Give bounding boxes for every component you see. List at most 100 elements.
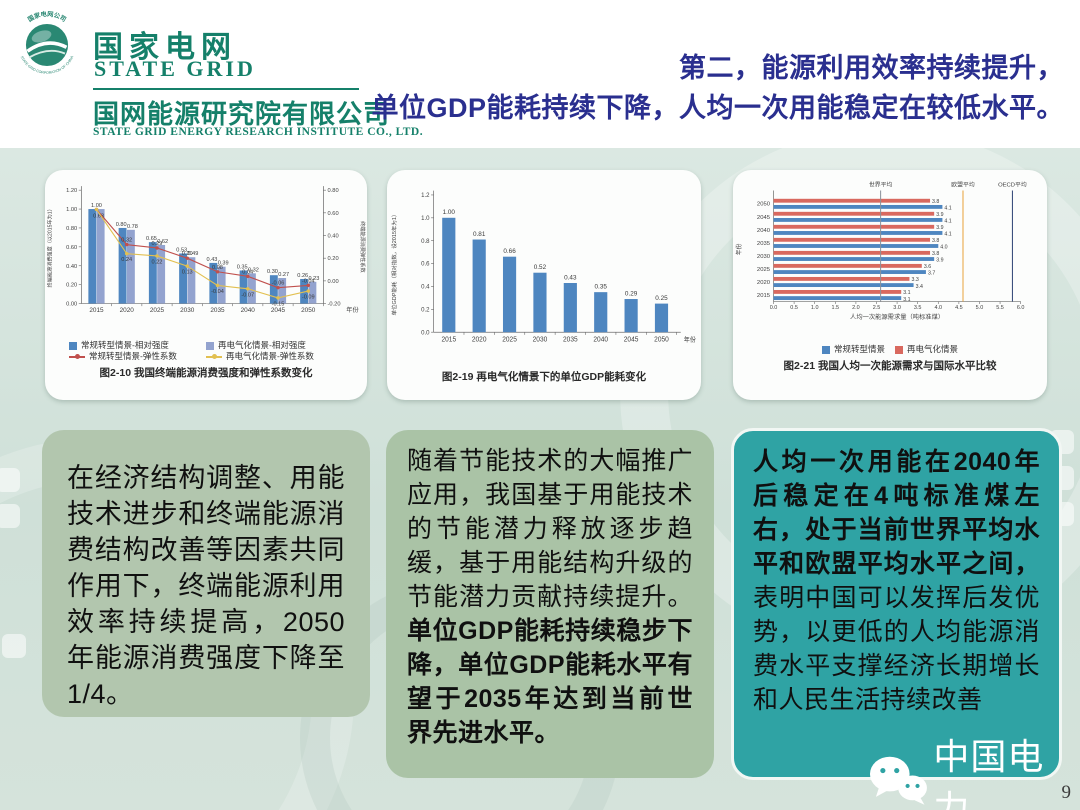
svg-text:0.24: 0.24 — [121, 257, 132, 263]
svg-text:2015: 2015 — [89, 307, 104, 314]
svg-text:-0.15: -0.15 — [272, 302, 285, 308]
svg-text:2015: 2015 — [757, 293, 770, 299]
chart3-legend: 常规转型情景 再电气化情景 — [733, 344, 1047, 355]
institute-cn-name: 国网能源研究院有限公司 — [93, 99, 391, 129]
svg-text:1.20: 1.20 — [66, 188, 77, 194]
svg-text:5.0: 5.0 — [976, 305, 984, 311]
svg-text:-0.09: -0.09 — [302, 295, 315, 301]
svg-text:0.66: 0.66 — [503, 248, 516, 255]
legend-item: 再电气化情景 — [895, 344, 958, 355]
svg-text:2035: 2035 — [210, 307, 225, 314]
chart1-caption: 图2-10 我国终端能源消费强度和弹性系数变化 — [99, 367, 313, 379]
svg-text:-0.07: -0.07 — [241, 292, 254, 298]
svg-text:3.6: 3.6 — [924, 264, 931, 270]
svg-text:0.29: 0.29 — [625, 290, 638, 297]
svg-text:0.0: 0.0 — [421, 329, 430, 336]
svg-text:0.53: 0.53 — [176, 247, 187, 253]
summary-box-gdp-energy: 随着节能技术的大幅推广应用，我国基于用能技术的节能潜力释放逐步趋缓，基于用能结构… — [386, 430, 714, 778]
chart-panel-gdp-intensity: 0.0 0.2 0.4 0.6 0.8 1.0 1.2 2015 2020 2025 2030 203… — [387, 170, 701, 400]
svg-text:3.8: 3.8 — [932, 199, 939, 205]
svg-text:2020: 2020 — [120, 307, 135, 314]
svg-text:0.52: 0.52 — [534, 264, 547, 271]
svg-text:2025: 2025 — [150, 307, 165, 314]
svg-text:0.81: 0.81 — [473, 231, 486, 238]
svg-text:终端能源消费强度（以2015年为1）: 终端能源消费强度（以2015年为1） — [46, 206, 54, 287]
chart3-caption: 图2-21 我国人均一次能源需求与国际水平比较 — [783, 360, 997, 372]
svg-text:0.8: 0.8 — [421, 238, 430, 245]
svg-text:0.35: 0.35 — [237, 265, 248, 271]
svg-text:0.40: 0.40 — [66, 264, 77, 270]
svg-text:2025: 2025 — [502, 337, 517, 344]
logo-cn-name: 国家电网 — [93, 31, 237, 64]
svg-text:2040: 2040 — [757, 228, 770, 234]
svg-text:0.2: 0.2 — [421, 306, 430, 313]
svg-text:0.22: 0.22 — [152, 260, 163, 266]
svg-text:0.80: 0.80 — [66, 226, 77, 232]
svg-text:年份: 年份 — [684, 336, 697, 344]
svg-text:0.5: 0.5 — [790, 305, 798, 311]
svg-text:国家电网公司: 国家电网公司 — [26, 10, 67, 24]
svg-text:0.0: 0.0 — [770, 305, 778, 311]
svg-text:3.1: 3.1 — [903, 297, 910, 303]
svg-text:0.65: 0.65 — [146, 236, 157, 242]
svg-text:1.00: 1.00 — [91, 203, 102, 209]
svg-text:5.5: 5.5 — [996, 305, 1004, 311]
svg-text:1.00: 1.00 — [66, 207, 77, 213]
svg-text:单位GDP能耗（相对指数，设2015年为1）: 单位GDP能耗（相对指数，设2015年为1） — [390, 212, 398, 316]
svg-text:2050: 2050 — [301, 307, 316, 314]
svg-text:4.1: 4.1 — [944, 232, 951, 238]
svg-text:3.9: 3.9 — [936, 212, 943, 218]
decor-square — [2, 634, 26, 658]
svg-text:0.80: 0.80 — [116, 222, 127, 228]
svg-text:3.8: 3.8 — [932, 251, 939, 257]
svg-text:0.08: 0.08 — [212, 265, 223, 271]
wechat-watermark: 中国电力 — [868, 728, 1080, 810]
svg-text:0.20: 0.20 — [66, 283, 77, 289]
svg-text:0.43: 0.43 — [207, 257, 218, 263]
box3-text-normal: 表明中国可以发挥后发优势，以更低的人均能源消费水平支撑经济长期增长和人民生活持续… — [753, 584, 1040, 714]
svg-text:2030: 2030 — [533, 337, 548, 344]
chart2-caption: 图2-19 再电气化情景下的单位GDP能耗变化 — [441, 371, 647, 383]
svg-text:1.5: 1.5 — [832, 305, 840, 311]
svg-text:3.9: 3.9 — [936, 225, 943, 231]
svg-text:1.00: 1.00 — [443, 209, 456, 216]
slide-title-line2: 单位GDP能耗持续下降，人均一次用能稳定在较低水平。 — [371, 93, 1064, 123]
svg-text:4.1: 4.1 — [944, 206, 951, 212]
svg-text:0.49: 0.49 — [188, 251, 199, 257]
svg-text:-0.04: -0.04 — [211, 289, 224, 295]
header: 国家电网公司 STATE GRID CORPORATION OF CHINA 国… — [0, 0, 1080, 148]
svg-text:0.78: 0.78 — [127, 224, 138, 230]
institute-en-name: STATE GRID ENERGY RESEARCH INSTITUTE CO.… — [93, 126, 424, 138]
svg-text:2045: 2045 — [271, 307, 286, 314]
svg-text:4.0: 4.0 — [934, 305, 942, 311]
svg-text:3.0: 3.0 — [893, 305, 901, 311]
svg-text:2030: 2030 — [180, 307, 195, 314]
svg-text:0.20: 0.20 — [182, 251, 193, 257]
decor-square — [0, 504, 20, 528]
svg-text:6.0: 6.0 — [1017, 305, 1025, 311]
svg-text:2045: 2045 — [624, 337, 639, 344]
svg-text:0.30: 0.30 — [267, 269, 278, 275]
svg-text:0.29: 0.29 — [152, 241, 163, 247]
svg-text:OECD平均: OECD平均 — [998, 181, 1027, 189]
chart-per-capita-energy: 0.0 0.5 1.0 1.5 2.0 2.5 3.0 3.5 4.0 4.5 5.0 5.5 6.0 2… — [735, 181, 1027, 321]
svg-text:2050: 2050 — [757, 202, 770, 208]
svg-text:0.60: 0.60 — [328, 211, 339, 217]
svg-text:0.26: 0.26 — [297, 273, 308, 279]
svg-text:2.5: 2.5 — [873, 305, 881, 311]
svg-text:3.8: 3.8 — [932, 238, 939, 244]
svg-text:0.6: 0.6 — [421, 261, 430, 268]
chart-intensity-elasticity: 0.00 0.20 0.40 0.60 0.80 1.00 1.20 -0.20 0.00 0.2… — [46, 186, 367, 314]
svg-text:年份: 年份 — [735, 244, 743, 256]
svg-text:0.35: 0.35 — [595, 283, 608, 290]
svg-text:欧盟平均: 欧盟平均 — [951, 181, 975, 189]
box2-text-normal: 随着节能技术的大幅推广应用，我国基于用能技术的节能潜力释放逐步趋缓，基于用能结构… — [407, 447, 693, 611]
page-number: 9 — [1061, 782, 1072, 803]
svg-text:0.80: 0.80 — [328, 188, 339, 194]
svg-text:1.0: 1.0 — [421, 215, 430, 222]
svg-text:4.0: 4.0 — [940, 245, 947, 251]
legend-item: 常规转型情景-相对强度 — [69, 340, 206, 351]
svg-text:0.13: 0.13 — [182, 270, 193, 276]
svg-text:2035: 2035 — [757, 241, 770, 247]
